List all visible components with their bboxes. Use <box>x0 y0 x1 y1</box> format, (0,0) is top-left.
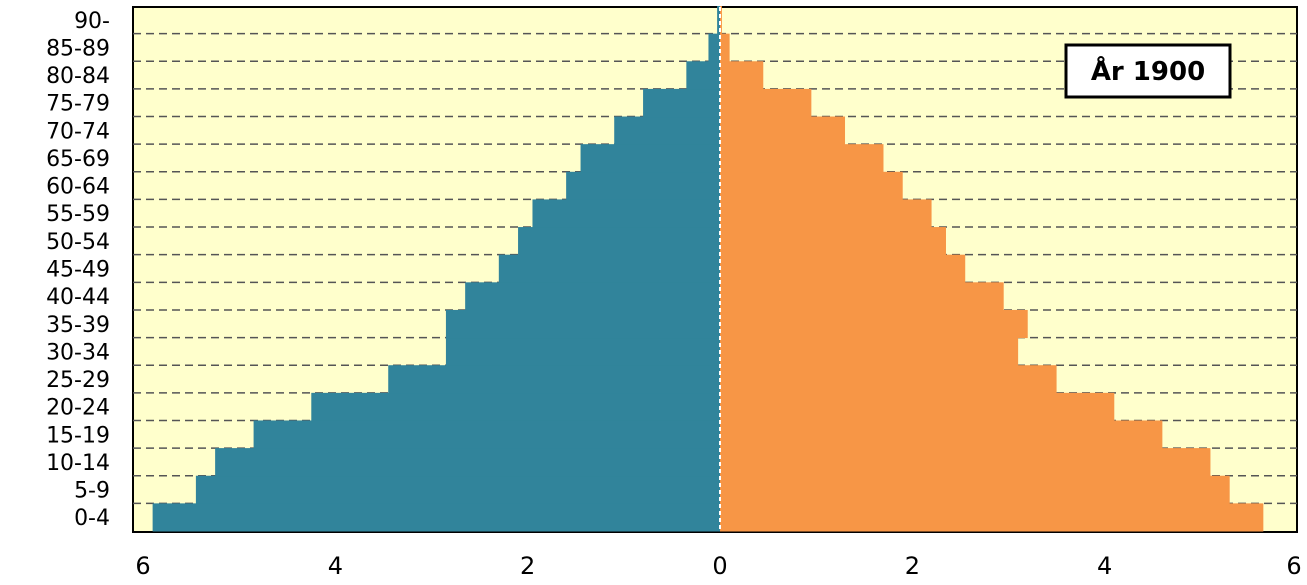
right-bar-50-54 <box>720 227 946 256</box>
right-bar-10-14 <box>720 448 1211 477</box>
age-label: 35-39 <box>46 313 110 338</box>
age-label: 45-49 <box>46 258 110 283</box>
bars <box>152 6 1264 532</box>
left-bar-0-4 <box>152 503 720 532</box>
age-label: 80-84 <box>46 64 110 89</box>
x-tick-label: 4 <box>328 552 343 580</box>
right-bar-55-59 <box>720 199 932 228</box>
age-label: 70-74 <box>46 119 110 144</box>
age-label: 0-4 <box>74 506 110 531</box>
right-bar-30-34 <box>720 337 1019 366</box>
age-label: 50-54 <box>46 230 110 255</box>
age-label: 5-9 <box>74 479 110 504</box>
left-bar-35-39 <box>445 309 720 339</box>
x-axis-tick-labels: 6 4 2 0 2 4 6 <box>135 552 1301 580</box>
right-bar-0-4 <box>720 503 1264 532</box>
x-tick-label: 2 <box>905 552 920 580</box>
right-bar-5-9 <box>720 475 1230 504</box>
right-bar-25-29 <box>720 365 1057 394</box>
age-label: 60-64 <box>46 175 110 200</box>
right-bar-70-74 <box>720 116 846 145</box>
year-annotation-box: År 1900 <box>1064 43 1232 99</box>
left-bar-15-19 <box>253 420 720 449</box>
left-bar-65-69 <box>580 144 720 173</box>
left-bar-10-14 <box>215 448 720 477</box>
right-bar-90- <box>720 6 722 35</box>
left-bar-90- <box>717 6 720 35</box>
left-bar-85-89 <box>708 33 720 62</box>
right-bar-65-69 <box>720 144 884 173</box>
x-tick-label: 4 <box>1097 552 1112 580</box>
left-bar-25-29 <box>388 365 720 394</box>
right-bar-40-44 <box>720 282 1004 311</box>
right-bar-20-24 <box>720 392 1115 421</box>
age-label: 40-44 <box>46 285 110 310</box>
left-bar-50-54 <box>518 227 720 256</box>
left-bar-70-74 <box>614 116 720 145</box>
right-bar-75-79 <box>720 88 812 118</box>
age-label: 55-59 <box>46 202 110 227</box>
right-bar-85-89 <box>720 33 730 62</box>
x-tick-label: 6 <box>1286 552 1301 580</box>
age-label: 75-79 <box>46 92 110 117</box>
left-bar-55-59 <box>532 199 720 228</box>
left-bar-45-49 <box>498 254 720 283</box>
left-bar-5-9 <box>195 475 720 504</box>
left-bar-40-44 <box>465 282 720 311</box>
age-label: 15-19 <box>46 423 110 448</box>
age-label: 10-14 <box>46 451 110 476</box>
left-bar-60-64 <box>566 171 720 200</box>
left-bar-80-84 <box>686 61 720 90</box>
x-tick-label: 0 <box>712 552 727 580</box>
age-label: 30-34 <box>46 340 110 365</box>
x-tick-label: 6 <box>135 552 150 580</box>
age-label: 65-69 <box>46 147 110 172</box>
year-annotation: År 1900 <box>1091 55 1205 87</box>
left-bar-20-24 <box>311 392 720 421</box>
right-bar-15-19 <box>720 420 1163 449</box>
right-bar-35-39 <box>720 309 1028 339</box>
right-bar-60-64 <box>720 171 903 200</box>
age-label: 90- <box>74 9 110 34</box>
x-tick-label: 2 <box>520 552 535 580</box>
age-label: 85-89 <box>46 36 110 61</box>
left-bar-30-34 <box>445 337 720 366</box>
age-label: 25-29 <box>46 368 110 393</box>
left-bar-75-79 <box>643 88 720 118</box>
right-bar-80-84 <box>720 61 764 90</box>
right-bar-45-49 <box>720 254 966 283</box>
age-label: 20-24 <box>46 396 110 421</box>
